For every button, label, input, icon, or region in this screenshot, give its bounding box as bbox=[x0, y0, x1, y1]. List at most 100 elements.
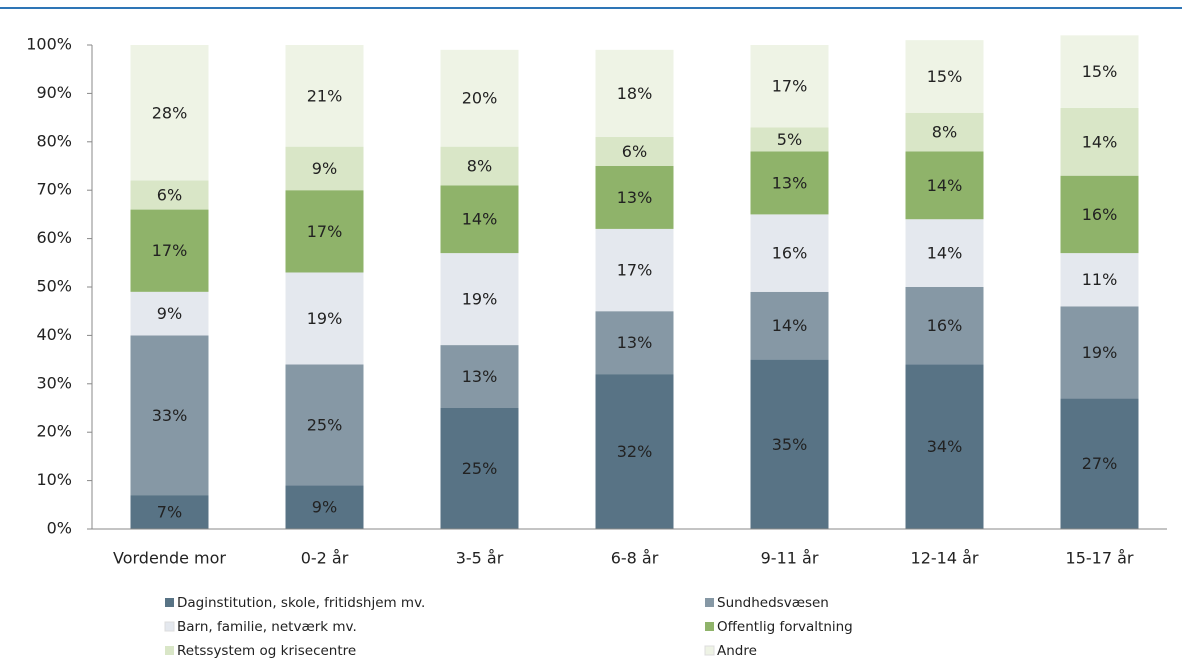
data-label: 13% bbox=[617, 188, 653, 207]
data-label: 6% bbox=[622, 142, 647, 161]
x-tick-label: 12-14 år bbox=[911, 549, 979, 568]
bar-segment bbox=[1060, 35, 1139, 108]
bar-segment bbox=[440, 49, 519, 147]
legend-label: Andre bbox=[717, 643, 757, 659]
data-label: 35% bbox=[772, 435, 808, 454]
bar-segment bbox=[440, 185, 519, 254]
bar-segment bbox=[595, 311, 674, 375]
bar-segment bbox=[905, 364, 984, 529]
x-tick-label: 9-11 år bbox=[761, 549, 819, 568]
data-label: 25% bbox=[307, 415, 343, 434]
data-label: 6% bbox=[157, 186, 182, 205]
bar-segment bbox=[285, 190, 364, 273]
x-tick-label: 3-5 år bbox=[456, 549, 504, 568]
data-label: 18% bbox=[617, 84, 653, 103]
y-tick-label: 40% bbox=[36, 325, 72, 344]
data-label: 33% bbox=[152, 406, 188, 425]
data-label: 7% bbox=[157, 503, 182, 522]
data-label: 13% bbox=[462, 367, 498, 386]
y-tick-label: 50% bbox=[36, 277, 72, 296]
bar-segment bbox=[905, 112, 984, 152]
legend-swatch bbox=[165, 598, 174, 607]
legend-swatch bbox=[704, 645, 715, 656]
data-label: 21% bbox=[307, 86, 343, 105]
data-label: 13% bbox=[772, 173, 808, 192]
legend-label: Barn, familie, netværk mv. bbox=[177, 619, 357, 635]
data-label: 8% bbox=[932, 123, 957, 142]
y-tick-label: 100% bbox=[26, 35, 72, 54]
x-tick-label: 15-17 år bbox=[1066, 549, 1134, 568]
bar-segment bbox=[595, 49, 674, 137]
data-label: 17% bbox=[152, 241, 188, 260]
bar-segment bbox=[905, 151, 984, 220]
y-tick-label: 60% bbox=[36, 228, 72, 247]
data-label: 14% bbox=[927, 244, 963, 263]
data-label: 17% bbox=[617, 261, 653, 280]
data-label: 17% bbox=[307, 222, 343, 241]
bar-segment bbox=[130, 335, 209, 496]
bar-segment bbox=[130, 209, 209, 292]
bar-segment bbox=[130, 291, 209, 336]
bar-segment bbox=[285, 45, 364, 147]
bar-segment bbox=[750, 359, 829, 529]
data-label: 9% bbox=[157, 304, 182, 323]
bar-segment bbox=[1060, 175, 1139, 254]
data-label: 16% bbox=[772, 244, 808, 263]
data-label: 16% bbox=[927, 316, 963, 335]
data-label: 8% bbox=[467, 157, 492, 176]
y-tick-label: 20% bbox=[36, 422, 72, 441]
x-tick-label: 0-2 år bbox=[301, 549, 349, 568]
legend-label: Offentlig forvaltning bbox=[717, 619, 853, 635]
data-label: 13% bbox=[617, 333, 653, 352]
bar-segment bbox=[1060, 107, 1139, 176]
bar-segment bbox=[595, 228, 674, 312]
legend-swatch bbox=[164, 621, 175, 632]
y-tick-label: 0% bbox=[47, 519, 72, 538]
data-label: 15% bbox=[927, 67, 963, 86]
data-label: 27% bbox=[1082, 454, 1118, 473]
data-label: 14% bbox=[1082, 132, 1118, 151]
data-label: 17% bbox=[772, 77, 808, 96]
data-label: 19% bbox=[462, 290, 498, 309]
bar-segment bbox=[905, 219, 984, 287]
y-tick-label: 90% bbox=[36, 83, 72, 102]
x-tick-label: 6-8 år bbox=[611, 549, 659, 568]
legend-label: Retssystem og krisecentre bbox=[177, 643, 356, 659]
bar-segment bbox=[440, 253, 519, 346]
y-tick-label: 10% bbox=[36, 470, 72, 489]
bar-segment bbox=[440, 408, 519, 529]
data-label: 20% bbox=[462, 89, 498, 108]
data-label: 9% bbox=[312, 159, 337, 178]
data-label: 19% bbox=[1082, 343, 1118, 362]
data-label: 25% bbox=[462, 459, 498, 478]
bar-segment bbox=[285, 272, 364, 365]
legend-swatch bbox=[705, 622, 714, 631]
data-label: 15% bbox=[1082, 62, 1118, 81]
y-tick-label: 30% bbox=[36, 373, 72, 392]
bar-segment bbox=[905, 287, 984, 365]
data-label: 19% bbox=[307, 309, 343, 328]
data-label: 5% bbox=[777, 130, 802, 149]
bar-segment bbox=[750, 127, 829, 152]
legend-label: Daginstitution, skole, fritidshjem mv. bbox=[177, 595, 425, 611]
bar-segment bbox=[905, 40, 984, 113]
legend-label: Sundhedsvæsen bbox=[717, 595, 829, 611]
data-label: 14% bbox=[772, 316, 808, 335]
bar-segment bbox=[750, 151, 829, 215]
data-label: 9% bbox=[312, 498, 337, 517]
bar-segment bbox=[130, 495, 209, 529]
data-label: 16% bbox=[1082, 205, 1118, 224]
bar-segment bbox=[440, 345, 519, 408]
data-label: 34% bbox=[927, 437, 963, 456]
bar-segment bbox=[285, 485, 364, 529]
bar-segment bbox=[130, 45, 209, 181]
x-tick-label: Vordende mor bbox=[113, 549, 226, 568]
bar-segment bbox=[750, 214, 829, 292]
y-tick-label: 80% bbox=[36, 131, 72, 150]
legend-swatch bbox=[705, 598, 714, 607]
data-label: 14% bbox=[462, 210, 498, 229]
data-label: 14% bbox=[927, 176, 963, 195]
data-label: 32% bbox=[617, 442, 653, 461]
bar-segment bbox=[440, 146, 519, 186]
